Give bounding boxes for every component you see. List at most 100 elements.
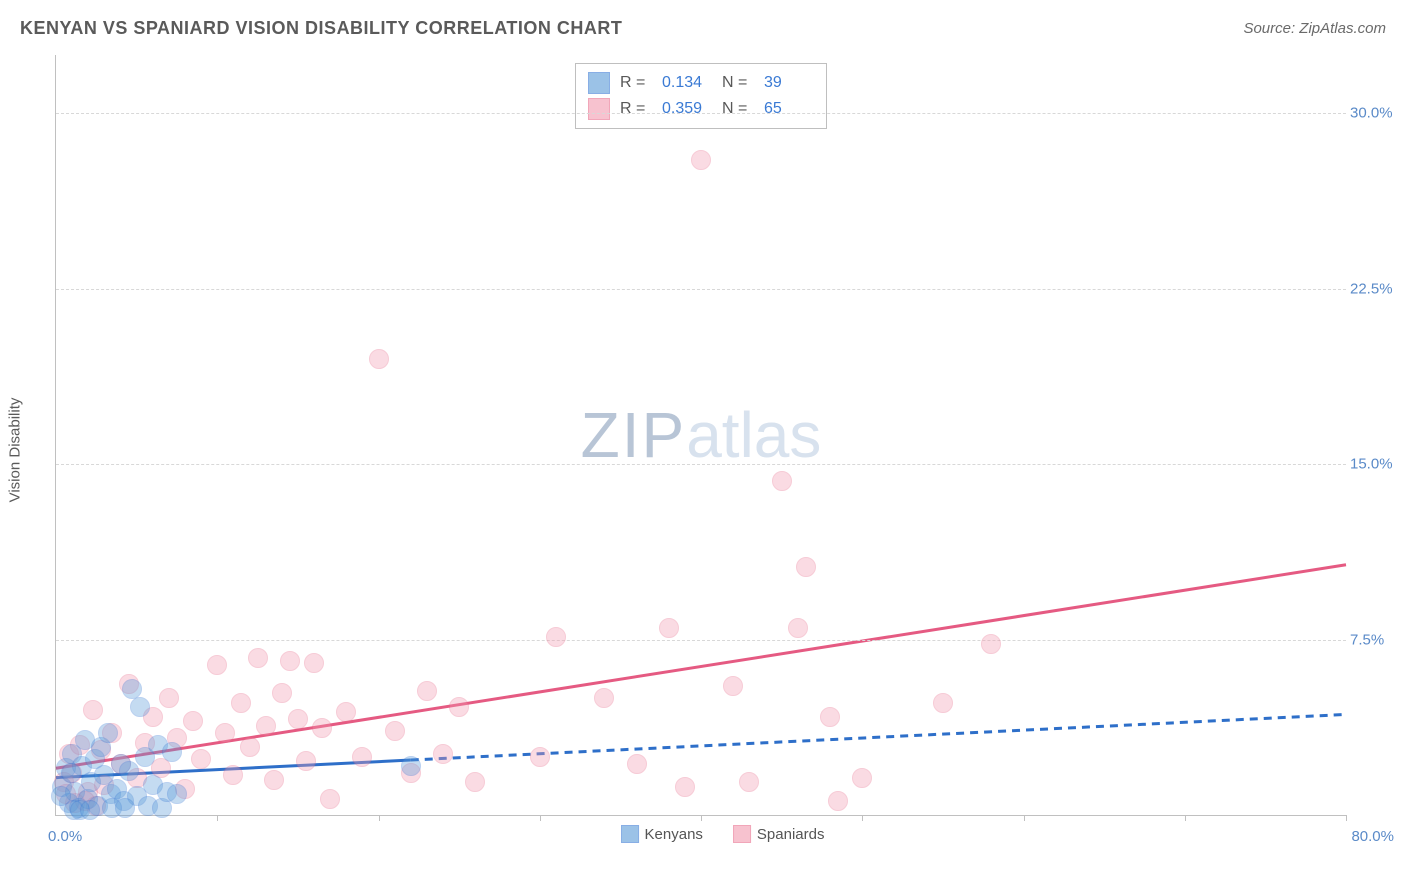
scatter-point-kenyans	[122, 679, 142, 699]
scatter-point-kenyans	[115, 798, 135, 818]
scatter-point-spaniards	[280, 651, 300, 671]
watermark-zip: ZIP	[581, 399, 687, 471]
gridline-h	[56, 640, 1346, 641]
swatch-kenyans	[588, 72, 610, 94]
scatter-point-spaniards	[449, 697, 469, 717]
legend-item-kenyans: Kenyans	[621, 825, 703, 843]
chart-header: KENYAN VS SPANIARD VISION DISABILITY COR…	[20, 18, 1386, 39]
x-tick	[1185, 815, 1186, 821]
x-tick	[217, 815, 218, 821]
scatter-point-spaniards	[83, 700, 103, 720]
swatch-spaniards	[588, 98, 610, 120]
x-tick	[379, 815, 380, 821]
scatter-point-spaniards	[191, 749, 211, 769]
scatter-point-kenyans	[119, 761, 139, 781]
scatter-point-spaniards	[981, 634, 1001, 654]
scatter-point-spaniards	[159, 688, 179, 708]
scatter-point-spaniards	[627, 754, 647, 774]
stat-n-kenyans: 39	[764, 74, 814, 92]
stat-r-spaniards: 0.359	[662, 100, 712, 118]
legend-label-kenyans: Kenyans	[645, 826, 703, 843]
legend-label-spaniards: Spaniards	[757, 826, 825, 843]
x-tick	[862, 815, 863, 821]
scatter-point-spaniards	[739, 772, 759, 792]
x-tick	[701, 815, 702, 821]
scatter-point-spaniards	[336, 702, 356, 722]
swatch-kenyans	[621, 825, 639, 843]
scatter-point-spaniards	[256, 716, 276, 736]
scatter-point-spaniards	[264, 770, 284, 790]
scatter-point-spaniards	[385, 721, 405, 741]
watermark: ZIPatlas	[581, 398, 822, 472]
scatter-point-spaniards	[288, 709, 308, 729]
scatter-point-spaniards	[248, 648, 268, 668]
scatter-point-spaniards	[352, 747, 372, 767]
stats-row-spaniards: R = 0.359 N = 65	[588, 96, 814, 122]
scatter-point-spaniards	[546, 627, 566, 647]
scatter-point-spaniards	[417, 681, 437, 701]
scatter-point-spaniards	[796, 557, 816, 577]
plot-container: Vision Disability ZIPatlas R = 0.134 N =…	[55, 55, 1390, 845]
scatter-point-spaniards	[272, 683, 292, 703]
scatter-point-spaniards	[820, 707, 840, 727]
scatter-point-spaniards	[828, 791, 848, 811]
y-axis-title: Vision Disability	[7, 398, 24, 503]
stat-label-r: R =	[620, 74, 652, 92]
scatter-point-spaniards	[723, 676, 743, 696]
gridline-h	[56, 113, 1346, 114]
scatter-point-kenyans	[401, 756, 421, 776]
scatter-point-spaniards	[675, 777, 695, 797]
scatter-point-spaniards	[215, 723, 235, 743]
scatter-point-spaniards	[207, 655, 227, 675]
x-tick	[1346, 815, 1347, 821]
scatter-point-spaniards	[465, 772, 485, 792]
stat-label-n: N =	[722, 100, 754, 118]
scatter-point-spaniards	[933, 693, 953, 713]
scatter-point-spaniards	[320, 789, 340, 809]
scatter-point-spaniards	[231, 693, 251, 713]
scatter-point-spaniards	[772, 471, 792, 491]
source-attribution: Source: ZipAtlas.com	[1243, 20, 1386, 37]
stats-legend: R = 0.134 N = 39 R = 0.359 N = 65	[575, 63, 827, 129]
scatter-point-spaniards	[691, 150, 711, 170]
scatter-point-spaniards	[369, 349, 389, 369]
gridline-h	[56, 289, 1346, 290]
legend-item-spaniards: Spaniards	[733, 825, 825, 843]
y-tick-label: 22.5%	[1350, 280, 1398, 297]
chart-title: KENYAN VS SPANIARD VISION DISABILITY COR…	[20, 18, 622, 39]
scatter-point-spaniards	[183, 711, 203, 731]
scatter-point-spaniards	[312, 718, 332, 738]
x-tick	[1024, 815, 1025, 821]
stat-r-kenyans: 0.134	[662, 74, 712, 92]
scatter-point-spaniards	[296, 751, 316, 771]
plot-area: ZIPatlas R = 0.134 N = 39 R = 0.359 N = …	[55, 55, 1346, 816]
scatter-point-spaniards	[594, 688, 614, 708]
y-tick-label: 7.5%	[1350, 631, 1398, 648]
scatter-point-kenyans	[61, 763, 81, 783]
gridline-h	[56, 464, 1346, 465]
scatter-point-spaniards	[223, 765, 243, 785]
scatter-point-kenyans	[167, 784, 187, 804]
stat-label-r: R =	[620, 100, 652, 118]
scatter-point-kenyans	[80, 800, 100, 820]
y-tick-label: 15.0%	[1350, 456, 1398, 473]
scatter-point-spaniards	[240, 737, 260, 757]
watermark-atlas: atlas	[686, 399, 821, 471]
series-legend: Kenyans Spaniards	[621, 825, 825, 843]
scatter-point-kenyans	[51, 786, 71, 806]
scatter-point-kenyans	[162, 742, 182, 762]
scatter-point-kenyans	[98, 723, 118, 743]
swatch-spaniards	[733, 825, 751, 843]
scatter-point-spaniards	[852, 768, 872, 788]
scatter-point-spaniards	[433, 744, 453, 764]
scatter-point-spaniards	[530, 747, 550, 767]
scatter-point-spaniards	[304, 653, 324, 673]
scatter-point-spaniards	[659, 618, 679, 638]
scatter-point-spaniards	[788, 618, 808, 638]
stat-n-spaniards: 65	[764, 100, 814, 118]
scatter-point-kenyans	[130, 697, 150, 717]
stat-label-n: N =	[722, 74, 754, 92]
stats-row-kenyans: R = 0.134 N = 39	[588, 70, 814, 96]
x-axis-max-label: 80.0%	[1351, 828, 1394, 845]
y-tick-label: 30.0%	[1350, 105, 1398, 122]
